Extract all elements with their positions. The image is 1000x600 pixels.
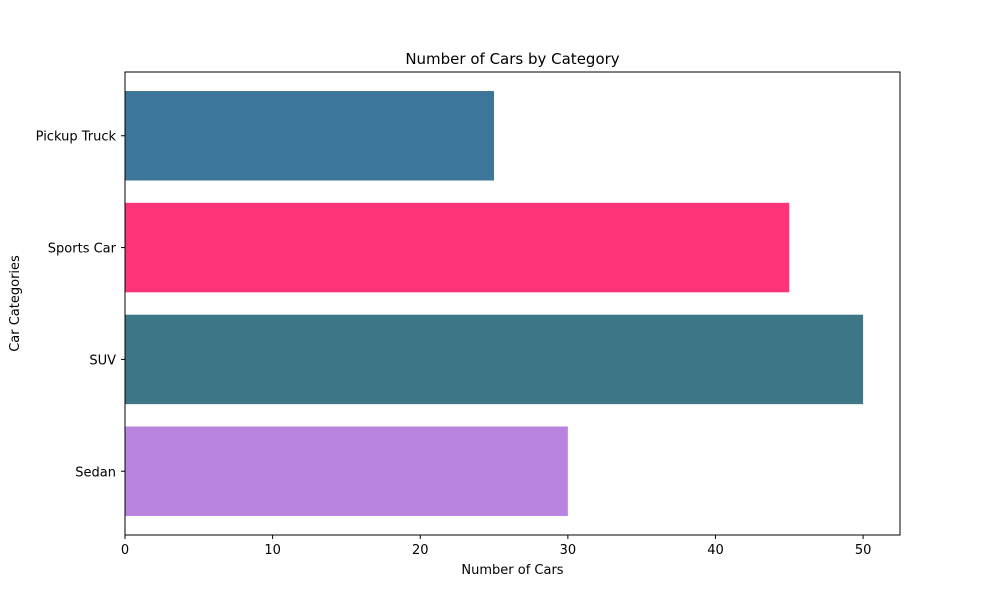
x-tick-label: 0 — [121, 543, 129, 558]
y-tick-label: SUV — [89, 353, 116, 368]
x-tick-label: 20 — [412, 543, 429, 558]
y-tick-label: Pickup Truck — [36, 130, 117, 145]
y-tick-label: Sports Car — [48, 242, 117, 257]
y-tick-label: Sedan — [75, 465, 116, 480]
chart-title: Number of Cars by Category — [405, 50, 619, 68]
bar-group — [125, 91, 864, 516]
y-axis: Sedan SUV Sports Car Pickup Truck — [36, 130, 125, 480]
x-axis-title: Number of Cars — [461, 563, 563, 578]
plot-frame — [124, 71, 901, 536]
x-tick-label: 50 — [855, 543, 872, 558]
x-tick-label: 40 — [707, 543, 724, 558]
bar-sedan — [125, 426, 568, 516]
x-axis: 0 10 20 30 40 50 — [121, 535, 872, 558]
bar-sports-car — [125, 202, 790, 293]
x-tick-label: 30 — [560, 543, 577, 558]
bar-pickup-truck — [125, 91, 495, 181]
bar-suv — [125, 314, 864, 405]
y-axis-title: Car Categories — [8, 255, 23, 352]
x-tick-label: 10 — [264, 543, 281, 558]
